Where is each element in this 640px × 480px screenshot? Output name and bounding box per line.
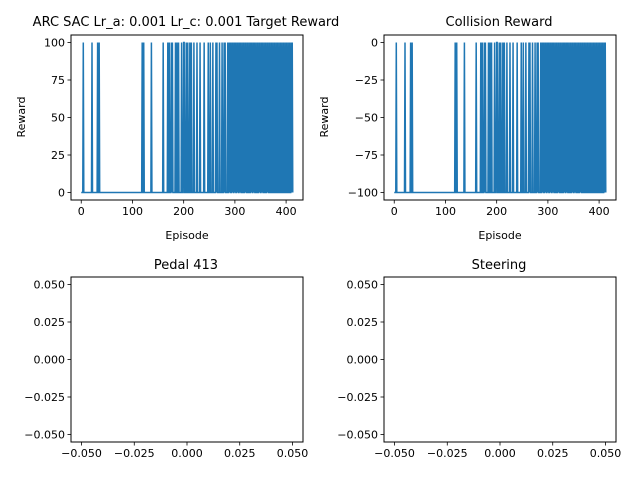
- y-tick-label: 0: [371, 37, 378, 50]
- plot-area: [383, 276, 617, 443]
- tick-layer: −0.050 −0.025 0.000 0.025 0.050 0.050 0.025 0.0…: [337, 279, 621, 461]
- panel-target-reward: ARC SAC Lr_a: 0.001 Lr_c: 0.001 Target R…: [15, 15, 339, 242]
- y-tick-label: −25: [355, 74, 378, 87]
- x-tick-label: 0.050: [590, 447, 622, 460]
- x-tick-label: −0.025: [114, 447, 155, 460]
- panel-title: Collision Reward: [446, 15, 553, 30]
- tick-layer: 0 100 200 300 400 0 25 50 75 100: [44, 37, 297, 219]
- x-tick-label: 0.050: [277, 447, 309, 460]
- y-tick-label: −0.025: [337, 391, 378, 404]
- y-tick-label: −50: [355, 112, 378, 125]
- panel-title: ARC SAC Lr_a: 0.001 Lr_c: 0.001 Target R…: [33, 15, 340, 30]
- series-line: [394, 41, 607, 194]
- y-tick-label: 0.000: [34, 354, 66, 367]
- y-axis-label: Reward: [15, 97, 28, 138]
- x-axis-label: Episode: [478, 229, 521, 242]
- x-tick-label: −0.025: [427, 447, 468, 460]
- y-tick-label: −0.050: [337, 429, 378, 442]
- x-tick-label: 200: [173, 205, 194, 218]
- x-tick-label: 100: [122, 205, 143, 218]
- x-tick-label: 0: [391, 205, 398, 218]
- tick-layer: 0 100 200 300 400 0 −25 −50 −75 −100: [348, 37, 610, 219]
- x-axis-label: Episode: [165, 229, 208, 242]
- y-axis-label: Reward: [318, 97, 331, 138]
- panel-collision-reward: Collision Reward 0 100 200 300 400 0 −25 −50 −75…: [318, 15, 617, 242]
- x-tick-label: −0.050: [61, 447, 102, 460]
- y-tick-label: 100: [44, 37, 65, 50]
- y-tick-label: 0: [58, 187, 65, 200]
- y-tick-label: 0.050: [347, 279, 379, 292]
- y-tick-label: −0.025: [24, 391, 65, 404]
- y-tick-label: 50: [51, 112, 65, 125]
- x-tick-label: 0.000: [484, 447, 516, 460]
- y-tick-label: 0.000: [347, 354, 379, 367]
- series-line: [81, 41, 294, 194]
- tick-layer: −0.050 −0.025 0.000 0.025 0.050 0.050 0.025 0.0…: [24, 279, 308, 461]
- y-tick-label: −100: [348, 187, 378, 200]
- y-tick-label: 0.025: [34, 316, 66, 329]
- x-tick-label: 0.025: [224, 447, 256, 460]
- x-tick-label: 100: [435, 205, 456, 218]
- panel-title: Pedal 413: [154, 258, 218, 273]
- y-tick-label: −75: [355, 149, 378, 162]
- y-tick-label: −0.050: [24, 429, 65, 442]
- x-tick-label: 300: [224, 205, 245, 218]
- x-tick-label: 300: [537, 205, 558, 218]
- panel-pedal: Pedal 413 −0.050 −0.025 0.000 0.025 0.050 0.0…: [24, 258, 308, 460]
- plot-area: [70, 276, 304, 443]
- x-tick-label: 200: [486, 205, 507, 218]
- x-tick-label: 0.025: [537, 447, 569, 460]
- y-tick-label: 25: [51, 149, 65, 162]
- y-tick-label: 75: [51, 74, 65, 87]
- x-tick-label: 400: [276, 205, 297, 218]
- y-tick-label: 0.050: [34, 279, 66, 292]
- x-tick-label: 0: [78, 205, 85, 218]
- panel-title: Steering: [472, 258, 527, 273]
- x-tick-label: 400: [589, 205, 610, 218]
- y-tick-label: 0.025: [347, 316, 379, 329]
- x-tick-label: −0.050: [374, 447, 415, 460]
- x-tick-label: 0.000: [171, 447, 203, 460]
- panel-steering: Steering −0.050 −0.025 0.000 0.025 0.050 0.05…: [337, 258, 621, 460]
